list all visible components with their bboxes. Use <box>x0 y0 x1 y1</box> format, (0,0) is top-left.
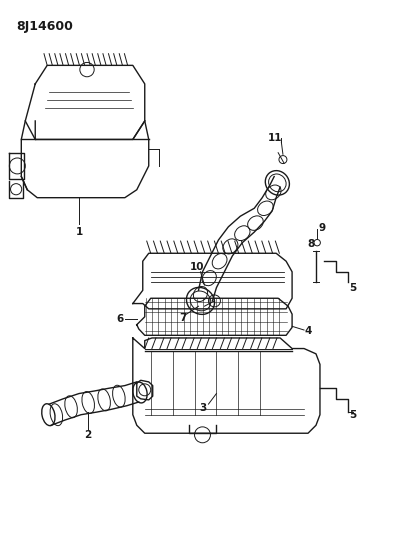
Text: 4: 4 <box>304 326 312 336</box>
Text: 11: 11 <box>268 133 283 143</box>
Text: 2: 2 <box>85 430 92 440</box>
Text: 3: 3 <box>199 403 206 414</box>
Text: 10: 10 <box>190 262 205 271</box>
Text: 7: 7 <box>179 313 186 324</box>
Text: 8: 8 <box>308 239 315 249</box>
Text: 9: 9 <box>318 223 326 233</box>
Text: 5: 5 <box>349 282 356 293</box>
Text: 6: 6 <box>116 314 124 325</box>
Text: 1: 1 <box>75 227 83 237</box>
Text: 8J14600: 8J14600 <box>16 20 73 33</box>
Text: 5: 5 <box>349 410 356 419</box>
